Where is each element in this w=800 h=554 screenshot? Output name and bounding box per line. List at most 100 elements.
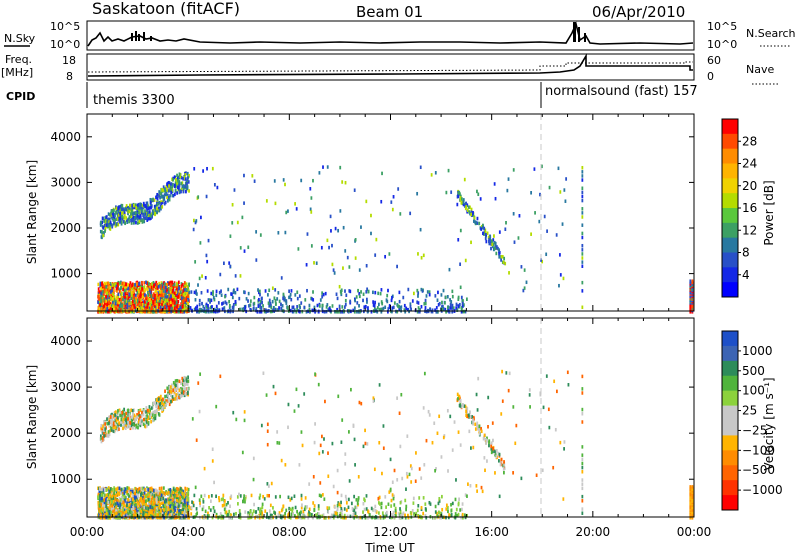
range-cell	[441, 305, 443, 309]
range-cell	[159, 497, 162, 502]
range-cell	[103, 302, 106, 307]
range-cell	[133, 215, 135, 220]
range-cell	[169, 505, 172, 509]
range-cell	[165, 292, 167, 296]
range-cell	[98, 512, 101, 517]
range-cell	[309, 207, 312, 212]
range-cell	[159, 305, 162, 310]
range-cell	[146, 494, 149, 498]
range-cell	[142, 306, 145, 311]
range-cell	[136, 217, 139, 221]
range-cell	[107, 223, 110, 227]
range-cell	[169, 509, 172, 514]
range-cell	[115, 514, 118, 518]
range-cell	[109, 224, 111, 229]
range-cell	[325, 309, 328, 314]
range-cell	[118, 505, 121, 510]
range-cell	[455, 306, 458, 310]
range-cell	[122, 304, 125, 308]
range-cell	[456, 308, 459, 312]
range-cell	[182, 507, 185, 512]
range-cell	[171, 288, 174, 293]
range-cell	[119, 213, 122, 218]
range-cell	[141, 209, 144, 214]
range-cell	[229, 309, 232, 314]
range-cell	[160, 304, 163, 309]
range-cell	[243, 201, 245, 205]
range-cell	[99, 303, 101, 307]
range-cell	[159, 293, 162, 298]
range-cell	[150, 493, 152, 497]
range-cell	[400, 305, 403, 309]
range-cell	[114, 221, 117, 226]
range-cell	[126, 220, 129, 224]
range-cell	[128, 294, 130, 299]
range-cell	[127, 498, 129, 502]
range-cell	[134, 510, 137, 514]
range-cell	[485, 232, 487, 237]
range-cell	[107, 308, 110, 312]
range-cell	[171, 505, 173, 510]
range-cell	[141, 220, 144, 224]
range-cell	[171, 510, 174, 515]
range-cell	[125, 513, 128, 518]
range-cell	[530, 232, 532, 236]
cpid-segment-1: themis 3300	[93, 93, 175, 108]
range-cell	[176, 498, 179, 503]
range-cell	[223, 261, 225, 266]
range-cell	[107, 281, 110, 285]
range-cell	[114, 297, 117, 302]
range-cell	[141, 287, 144, 291]
range-cell	[141, 486, 144, 491]
range-cell	[336, 308, 339, 312]
range-cell	[284, 182, 286, 187]
range-cell	[429, 307, 431, 312]
range-cell	[482, 226, 484, 230]
range-cell	[472, 219, 475, 223]
range-cell	[322, 513, 325, 517]
range-cell	[132, 514, 135, 518]
range-cell	[128, 488, 130, 493]
range-cell	[181, 299, 184, 304]
range-cell	[122, 492, 124, 496]
range-cell	[462, 198, 465, 202]
range-cell	[345, 293, 348, 297]
range-cell	[196, 309, 198, 314]
range-cell	[158, 208, 161, 213]
range-cell	[182, 187, 185, 191]
range-cell	[105, 305, 107, 309]
range-cell	[168, 196, 170, 200]
range-cell	[108, 297, 111, 301]
range-cell	[159, 508, 162, 512]
range-cell	[484, 228, 487, 232]
range-cell	[495, 245, 498, 249]
range-cell	[362, 501, 365, 506]
range-cell	[121, 214, 123, 219]
range-cell	[184, 486, 187, 491]
range-cell	[476, 216, 479, 221]
range-cell	[124, 207, 127, 211]
range-cell	[176, 181, 179, 185]
range-cell	[488, 237, 491, 242]
range-cell	[307, 512, 310, 517]
range-cell	[101, 501, 104, 506]
range-cell	[253, 179, 256, 183]
range-cell	[136, 502, 139, 507]
range-cell	[106, 306, 109, 311]
range-cell	[540, 258, 542, 262]
range-cell	[407, 287, 410, 292]
range-cell	[109, 512, 111, 516]
range-cell	[374, 300, 376, 305]
range-cell	[445, 190, 448, 195]
range-cell	[152, 208, 155, 213]
range-cell	[121, 511, 124, 515]
range-cell	[380, 307, 383, 312]
range-cell	[277, 291, 280, 295]
range-cell	[437, 302, 440, 307]
range-cell	[176, 486, 178, 491]
range-cell	[352, 308, 355, 313]
range-cell	[139, 302, 142, 307]
range-cell	[163, 189, 166, 193]
range-cell	[386, 310, 389, 314]
range-cell	[339, 504, 342, 508]
